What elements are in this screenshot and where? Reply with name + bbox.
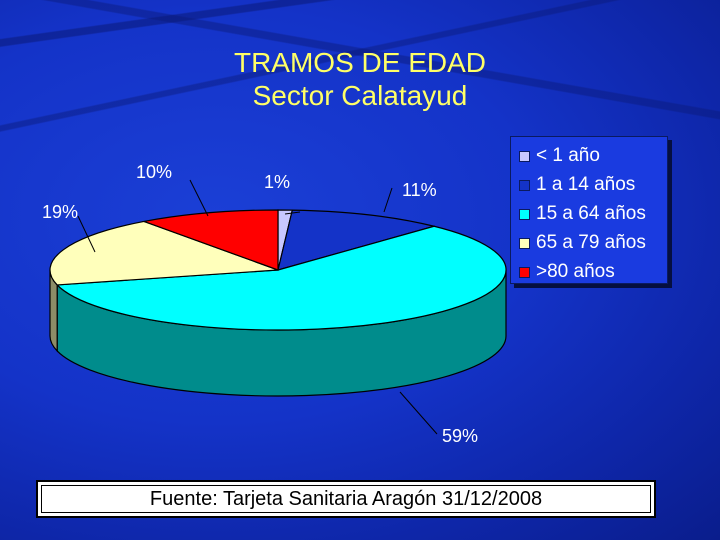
- legend-item-3: 65 a 79 años: [519, 230, 646, 256]
- legend-item-4: >80 años: [519, 259, 615, 285]
- data-label-0: 1%: [264, 172, 290, 192]
- legend-label-2: 15 a 64 años: [536, 203, 646, 224]
- leader-line-4: [189, 179, 209, 217]
- legend-label-4: >80 años: [536, 261, 615, 282]
- legend-label-0: < 1 año: [536, 145, 600, 166]
- legend-swatch-0: [519, 150, 530, 162]
- source-text: Fuente: Tarjeta Sanitaria Aragón 31/12/2…: [41, 485, 651, 513]
- chart-subtitle: Sector Calatayud: [252, 80, 468, 111]
- legend-swatch-3: [519, 237, 530, 249]
- legend-swatch-1: [519, 179, 530, 191]
- pie-slice-4: [141, 209, 279, 271]
- legend-item-0: < 1 año: [519, 143, 600, 169]
- pie-slice-3: [49, 220, 279, 286]
- chart-title: TRAMOS DE EDAD: [233, 47, 487, 78]
- legend-label-1: 1 a 14 años: [536, 174, 636, 195]
- legend-swatch-4: [519, 266, 530, 278]
- data-label-4: 10%: [136, 162, 172, 182]
- source-box: Fuente: Tarjeta Sanitaria Aragón 31/12/2…: [36, 480, 656, 518]
- chart-title-block: TRAMOS DE EDAD Sector Calatayud: [0, 46, 720, 112]
- pie-slice-2: [55, 225, 507, 331]
- data-label-2: 59%: [442, 426, 478, 446]
- legend-item-1: 1 a 14 años: [519, 172, 635, 198]
- leader-line-3: [77, 215, 96, 253]
- data-label-3: 19%: [42, 202, 78, 222]
- leader-line-0: [284, 211, 301, 215]
- pie-slice-1: [277, 209, 437, 271]
- legend-label-3: 65 a 79 años: [536, 232, 646, 253]
- legend-item-2: 15 a 64 años: [519, 201, 646, 227]
- chart-legend: < 1 año 1 a 14 años 15 a 64 años 65 a 79 añ…: [510, 136, 668, 284]
- legend-swatch-2: [519, 208, 530, 220]
- leader-line-2: [399, 391, 438, 435]
- leader-line-1: [383, 187, 393, 213]
- pie-chart: 1% 11% 59% 19% 10%: [42, 162, 507, 446]
- data-label-1: 11%: [402, 180, 437, 200]
